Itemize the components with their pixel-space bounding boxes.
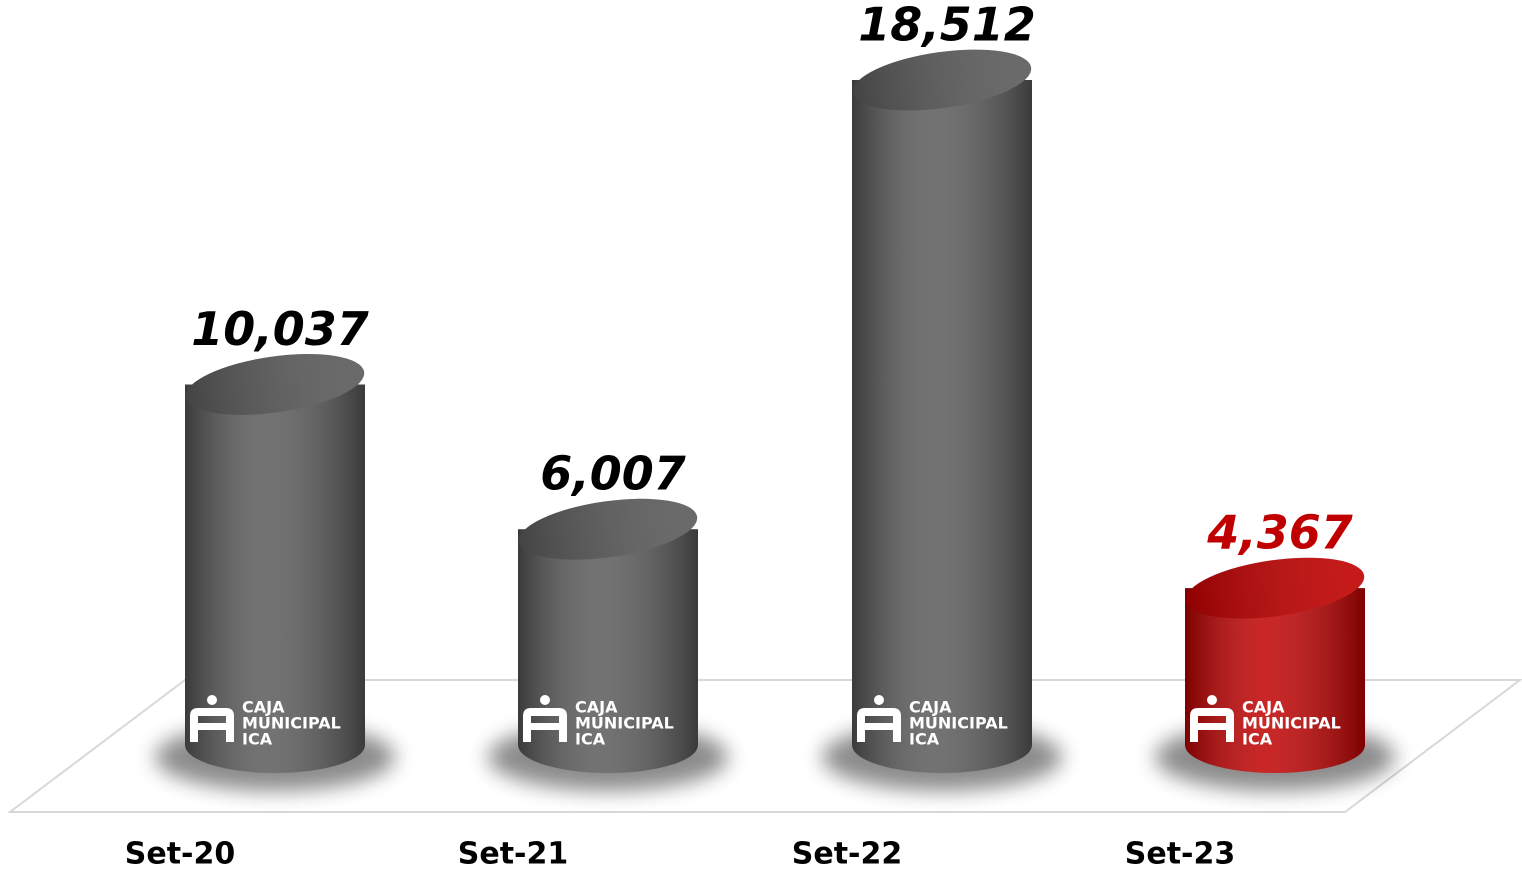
logo-text: MUNICIPAL (242, 714, 341, 733)
logo-icon (1207, 695, 1217, 705)
value-label: 18,512 (858, 0, 1036, 52)
logo-icon (190, 708, 234, 742)
x-tick-label: Set-21 (458, 837, 569, 872)
bar-top-shading (185, 354, 365, 415)
logo-text: ICA (242, 730, 273, 749)
logo-icon (1190, 708, 1234, 742)
logo-text: CAJA (909, 698, 952, 717)
value-label: 4,367 (1206, 506, 1353, 560)
bar-top-shading (1185, 557, 1365, 619)
logo-text: CAJA (1242, 698, 1285, 717)
bar-shading (852, 80, 1032, 773)
logo-text: MUNICIPAL (575, 714, 674, 733)
bar-shading (185, 384, 365, 773)
floor (7, 679, 1522, 813)
logo-text: MUNICIPAL (909, 714, 1008, 733)
bar-top-shading (518, 498, 698, 560)
logo-text: ICA (575, 730, 606, 749)
logo-text: CAJA (575, 698, 618, 717)
x-tick-label: Set-23 (1125, 837, 1236, 872)
bar-top-shading (852, 49, 1032, 111)
logo-icon (540, 695, 550, 705)
x-tick-label: Set-20 (125, 837, 236, 872)
logo-icon (523, 708, 567, 742)
logo-icon (207, 695, 217, 705)
value-label: 6,007 (540, 447, 686, 501)
logo-icon (857, 708, 901, 742)
logo-text: ICA (909, 730, 940, 749)
logo-text: CAJA (242, 698, 285, 717)
bar-shading (518, 529, 698, 773)
logo-text: MUNICIPAL (1242, 714, 1341, 733)
logo-icon (874, 695, 884, 705)
x-tick-label: Set-22 (792, 837, 903, 872)
logo-text: ICA (1242, 730, 1273, 749)
value-label: 10,037 (191, 302, 369, 356)
